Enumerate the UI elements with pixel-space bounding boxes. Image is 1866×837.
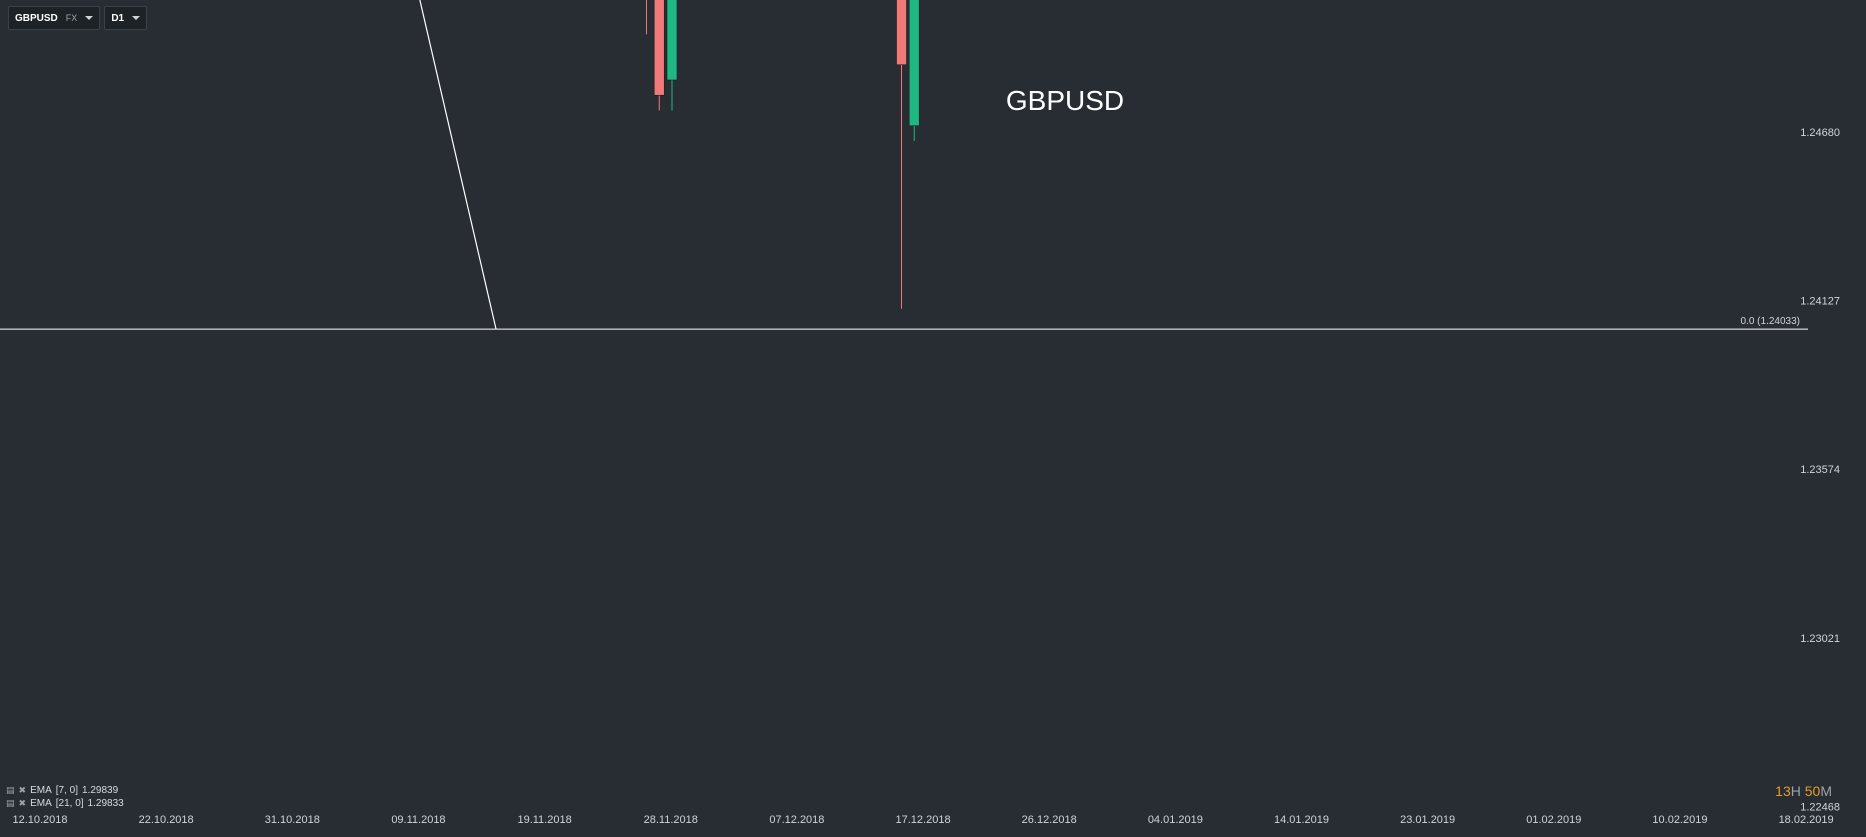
y-axis: 1.335261.329731.324201.318671.313141.307… (1800, 127, 1840, 814)
legend-params: [7, 0] (55, 785, 78, 796)
timer-hours: 13 (1775, 783, 1791, 799)
legend-label: EMA (30, 798, 52, 809)
x-tick-label: 28.11.2018 (644, 814, 698, 826)
x-tick-label: 18.02.2019 (1779, 814, 1834, 826)
candle-countdown: 13H 50M (1775, 783, 1832, 799)
y-tick-label: 1.23574 (1800, 464, 1840, 476)
x-tick-label: 22.10.2018 (139, 814, 194, 826)
market-label: FX (65, 13, 78, 23)
y-tick-label: 1.24680 (1800, 127, 1840, 139)
legend-item-ema-7: ▤ ✖ EMA [7, 0] 1.29839 (6, 784, 124, 797)
x-tick-label: 31.10.2018 (265, 814, 320, 826)
candle (653, 0, 665, 111)
y-tick-label: 1.24127 (1800, 296, 1840, 308)
legend-label: EMA (30, 785, 52, 796)
symbol-label: GBPUSD (15, 12, 58, 24)
timeframe-label: D1 (111, 12, 125, 24)
legend-item-ema-21: ▤ ✖ EMA [21, 0] 1.29833 (6, 797, 124, 810)
chart-title: GBPUSD (1006, 85, 1124, 116)
timeframe-selector[interactable]: D1 (104, 6, 148, 30)
chart-toolbar: GBPUSD FX D1 (8, 6, 148, 30)
legend-params: [21, 0] (55, 798, 84, 809)
candle-body (908, 0, 920, 127)
close-icon[interactable]: ✖ (18, 798, 27, 808)
fibonacci-levels: 100.0 (1.32134)78.6 (1.30400)61.8 (1.290… (0, 316, 1808, 330)
symbol-selector[interactable]: GBPUSD FX (8, 6, 101, 30)
trendline (419, 0, 497, 330)
indicator-legend: ▤ ✖ EMA [7, 0] 1.29839 ▤ ✖ EMA [21, 0] 1… (6, 784, 124, 810)
timer-minutes-unit: M (1820, 783, 1832, 799)
candles-layer (646, 0, 920, 309)
candle (896, 0, 907, 309)
y-tick-label: 1.22468 (1800, 802, 1840, 814)
settings-icon[interactable]: ▤ (6, 785, 15, 795)
legend-value: 1.29839 (81, 785, 119, 796)
x-tick-label: 23.01.2019 (1400, 814, 1455, 826)
x-tick-label: 09.11.2018 (391, 814, 445, 826)
fib-level-label: 0.0 (1.24033) (1741, 316, 1801, 327)
candle-body (896, 0, 907, 66)
candle (908, 0, 920, 141)
candle-body (653, 0, 665, 96)
x-tick-label: 04.01.2019 (1148, 814, 1203, 826)
candle-body (666, 0, 678, 81)
chevron-down-icon (132, 16, 141, 20)
close-icon[interactable]: ✖ (18, 785, 27, 795)
timer-hours-unit: H (1790, 783, 1801, 799)
x-tick-label: 14.01.2019 (1274, 814, 1329, 826)
x-tick-label: 10.02.2019 (1652, 814, 1707, 826)
chevron-down-icon (85, 16, 94, 20)
x-tick-label: 07.12.2018 (769, 814, 824, 826)
settings-icon[interactable]: ▤ (6, 798, 15, 808)
x-axis: 12.10.2018 22.10.2018 31.10.2018 09.11.2018… (12, 814, 1833, 826)
y-tick-label: 1.23021 (1800, 633, 1840, 645)
x-tick-label: 26.12.2018 (1022, 814, 1077, 826)
candle (666, 0, 678, 111)
trendline-layer (419, 0, 497, 330)
x-tick-label: 12.10.2018 (12, 814, 67, 826)
x-tick-label: 01.02.2019 (1526, 814, 1581, 826)
legend-value: 1.29833 (87, 798, 124, 809)
timer-minutes: 50 (1804, 783, 1821, 799)
x-tick-label: 19.11.2018 (517, 814, 571, 826)
x-tick-label: 17.12.2018 (896, 814, 951, 826)
candle (646, 0, 647, 35)
